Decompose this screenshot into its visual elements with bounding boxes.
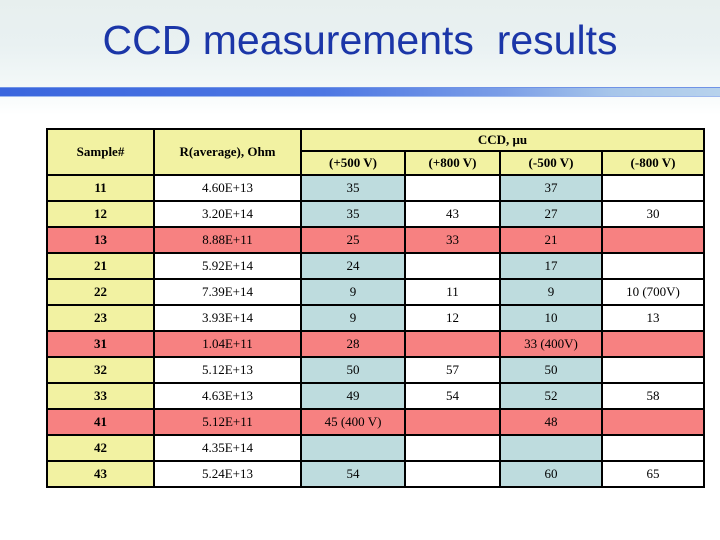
ccd-value-cell: 30 (601, 200, 705, 228)
ccd-value-cell (601, 408, 705, 436)
ccd-value-cell: 37 (499, 174, 603, 202)
ccd-value-cell (404, 460, 501, 488)
ccd-value-cell: 10 (499, 304, 603, 332)
table-row-sample-23: 23 3.93E+14 9 12 10 13 (46, 304, 705, 332)
ccd-value-cell: 57 (404, 356, 501, 384)
ccd-value-cell: 50 (300, 356, 406, 384)
resistance-cell: 1.04E+11 (153, 330, 302, 358)
ccd-value-cell (499, 434, 603, 462)
ccd-value-cell (601, 330, 705, 358)
header-row-group: Sample# R(average), Ohm CCD, μu (46, 128, 705, 176)
sample-number-cell: 13 (46, 226, 155, 254)
ccd-value-cell: 35 (300, 174, 406, 202)
resistance-cell: 3.93E+14 (153, 304, 302, 332)
ccd-value-cell: 10 (700V) (601, 278, 705, 306)
ccd-value-cell: 28 (300, 330, 406, 358)
column-header-minus500: (-500 V) (499, 150, 603, 176)
table-row-sample-22: 22 7.39E+14 9 11 9 10 (700V) (46, 278, 705, 306)
sample-number-cell: 43 (46, 460, 155, 488)
ccd-value-cell: 17 (499, 252, 603, 280)
column-header-plus800: (+800 V) (404, 150, 501, 176)
ccd-value-cell: 35 (300, 200, 406, 228)
table-row-sample-31: 31 1.04E+11 28 33 (400V) (46, 330, 705, 358)
table-row-sample-12: 12 3.20E+14 35 43 27 30 (46, 200, 705, 228)
ccd-value-cell (404, 434, 501, 462)
resistance-cell: 5.92E+14 (153, 252, 302, 280)
ccd-value-cell: 11 (404, 278, 501, 306)
ccd-value-cell: 60 (499, 460, 603, 488)
sample-number-cell: 41 (46, 408, 155, 436)
ccd-measurements-table: Sample# R(average), Ohm CCD, μu (+500 V)… (46, 128, 705, 488)
ccd-value-cell: 9 (499, 278, 603, 306)
resistance-cell: 7.39E+14 (153, 278, 302, 306)
ccd-value-cell: 58 (601, 382, 705, 410)
ccd-value-cell (601, 226, 705, 254)
table-row-sample-33: 33 4.63E+13 49 54 52 58 (46, 382, 705, 410)
ccd-value-cell: 50 (499, 356, 603, 384)
table-row-sample-43: 43 5.24E+13 54 60 65 (46, 460, 705, 488)
table-row-sample-42: 42 4.35E+14 (46, 434, 705, 462)
ccd-value-cell: 54 (404, 382, 501, 410)
sample-number-cell: 33 (46, 382, 155, 410)
column-header-sample: Sample# (46, 128, 155, 176)
sample-number-cell: 32 (46, 356, 155, 384)
ccd-value-cell: 52 (499, 382, 603, 410)
resistance-cell: 4.60E+13 (153, 174, 302, 202)
ccd-value-cell: 48 (499, 408, 603, 436)
ccd-value-cell: 9 (300, 304, 406, 332)
column-header-ccd-group: CCD, μu (300, 128, 705, 152)
ccd-value-cell: 33 (400V) (499, 330, 603, 358)
measurements-table-container: Sample# R(average), Ohm CCD, μu (+500 V)… (46, 128, 705, 488)
ccd-value-cell: 45 (400 V) (300, 408, 406, 436)
ccd-value-cell (601, 174, 705, 202)
ccd-value-cell (404, 330, 501, 358)
ccd-value-cell: 43 (404, 200, 501, 228)
ccd-value-cell: 27 (499, 200, 603, 228)
ccd-value-cell: 9 (300, 278, 406, 306)
ccd-value-cell: 25 (300, 226, 406, 254)
table-body: 11 4.60E+13 35 37 12 3.20E+14 35 43 27 30 13 8.88E+… (46, 174, 705, 488)
table-row-sample-13: 13 8.88E+11 25 33 21 (46, 226, 705, 254)
table-row-sample-32: 32 5.12E+13 50 57 50 (46, 356, 705, 384)
sample-number-cell: 31 (46, 330, 155, 358)
ccd-value-cell: 65 (601, 460, 705, 488)
table-row-sample-11: 11 4.60E+13 35 37 (46, 174, 705, 202)
sample-number-cell: 11 (46, 174, 155, 202)
sample-number-cell: 21 (46, 252, 155, 280)
column-header-plus500: (+500 V) (300, 150, 406, 176)
ccd-value-cell: 13 (601, 304, 705, 332)
title-divider-bar (0, 87, 720, 97)
sample-number-cell: 42 (46, 434, 155, 462)
ccd-value-cell: 33 (404, 226, 501, 254)
column-header-minus800: (-800 V) (601, 150, 705, 176)
ccd-value-cell (601, 252, 705, 280)
ccd-value-cell: 12 (404, 304, 501, 332)
slide-title: CCD measurements results (102, 17, 618, 63)
ccd-value-cell: 24 (300, 252, 406, 280)
resistance-cell: 3.20E+14 (153, 200, 302, 228)
resistance-cell: 5.12E+11 (153, 408, 302, 436)
resistance-cell: 8.88E+11 (153, 226, 302, 254)
table-row-sample-21: 21 5.92E+14 24 17 (46, 252, 705, 280)
ccd-value-cell (601, 356, 705, 384)
ccd-value-cell: 21 (499, 226, 603, 254)
resistance-cell: 5.12E+13 (153, 356, 302, 384)
ccd-value-cell: 54 (300, 460, 406, 488)
ccd-value-cell (404, 252, 501, 280)
resistance-cell: 4.35E+14 (153, 434, 302, 462)
ccd-value-cell: 49 (300, 382, 406, 410)
resistance-cell: 4.63E+13 (153, 382, 302, 410)
sample-number-cell: 22 (46, 278, 155, 306)
header-row-voltages: (+500 V) (+800 V) (-500 V) (-800 V) (47, 150, 705, 176)
resistance-cell: 5.24E+13 (153, 460, 302, 488)
ccd-value-cell (601, 434, 705, 462)
ccd-value-cell (404, 408, 501, 436)
ccd-value-cell (404, 174, 501, 202)
column-header-resistance: R(average), Ohm (153, 128, 302, 176)
table-row-sample-41: 41 5.12E+11 45 (400 V) 48 (46, 408, 705, 436)
sample-number-cell: 23 (46, 304, 155, 332)
sample-number-cell: 12 (46, 200, 155, 228)
ccd-value-cell (300, 434, 406, 462)
